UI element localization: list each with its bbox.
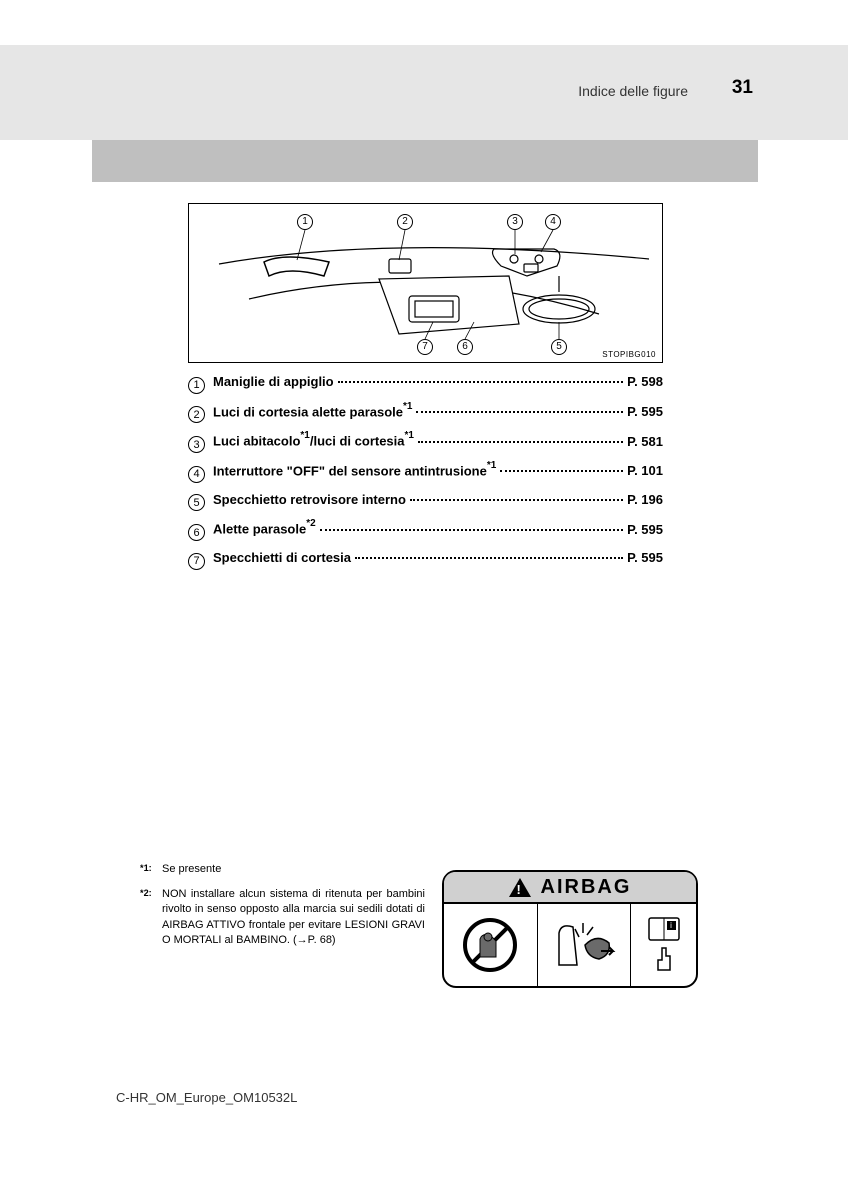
item-number: 4 <box>188 466 205 483</box>
no-rear-facing-icon <box>444 904 538 986</box>
header-bar: Indice delle figure 31 <box>0 45 848 140</box>
item-label: Interruttore "OFF" del sensore antintrus… <box>213 462 496 478</box>
callout-4: 4 <box>545 214 561 230</box>
callout-2: 2 <box>397 214 413 230</box>
item-label: Specchietti di cortesia <box>213 550 351 565</box>
list-item-5: 5 Specchietto retrovisore interno P. 196 <box>188 492 663 510</box>
page-number: 31 <box>732 77 753 99</box>
sub-header-bar <box>92 140 758 182</box>
item-number: 1 <box>188 377 205 394</box>
footnote-mark: *1: <box>140 862 162 881</box>
page-ref: P. 595 <box>627 550 663 565</box>
footnote-2: *2:NON installare alcun sistema di riten… <box>140 887 425 949</box>
manual-reference-icon: i <box>631 904 696 986</box>
leader-dots <box>500 470 623 472</box>
callout-7: 7 <box>417 339 433 355</box>
index-list: 1 Maniglie di appiglio P. 598 2 Luci di cort… <box>188 374 663 579</box>
callout-5: 5 <box>551 339 567 355</box>
item-label: Luci di cortesia alette parasole*1 <box>213 403 412 419</box>
footnote-text: Se presente <box>162 862 221 881</box>
document-code: C-HR_OM_Europe_OM10532L <box>116 1090 297 1105</box>
warning-triangle-icon <box>509 878 531 897</box>
page-ref: P. 196 <box>627 492 663 507</box>
list-item-4: 4 Interruttore "OFF" del sensore antintru… <box>188 462 663 481</box>
page-ref: P. 598 <box>627 374 663 389</box>
callout-6: 6 <box>457 339 473 355</box>
item-number: 5 <box>188 494 205 511</box>
leader-dots <box>416 411 623 413</box>
list-item-6: 6 Alette parasole*2 P. 595 <box>188 520 663 539</box>
leader-dots <box>338 381 623 383</box>
page-ref: P. 595 <box>627 404 663 419</box>
callout-3: 3 <box>507 214 523 230</box>
item-label: Alette parasole*2 <box>213 520 316 536</box>
figure-code: STOPIBG010 <box>602 350 656 359</box>
callout-1: 1 <box>297 214 313 230</box>
airbag-deploy-icon <box>538 904 632 986</box>
leader-dots <box>355 557 623 559</box>
list-item-1: 1 Maniglie di appiglio P. 598 <box>188 374 663 392</box>
airbag-pictograms: i <box>444 904 696 986</box>
footnotes: *1:Se presente*2:NON installare alcun si… <box>140 862 425 955</box>
item-number: 3 <box>188 436 205 453</box>
footnote-1: *1:Se presente <box>140 862 425 881</box>
list-item-2: 2 Luci di cortesia alette parasole*1 P. 59… <box>188 403 663 422</box>
page-ref: P. 595 <box>627 522 663 537</box>
item-label: Maniglie di appiglio <box>213 374 334 389</box>
airbag-warning-label: AIRBAG i <box>442 870 698 988</box>
footnote-mark: *2: <box>140 887 162 949</box>
section-title: Indice delle figure <box>578 83 688 99</box>
item-number: 6 <box>188 524 205 541</box>
item-number: 2 <box>188 406 205 423</box>
leader-dots <box>418 441 623 443</box>
item-label: Specchietto retrovisore interno <box>213 492 406 507</box>
item-number: 7 <box>188 553 205 570</box>
svg-text:i: i <box>670 921 672 930</box>
leader-dots <box>320 529 623 531</box>
list-item-3: 3 Luci abitacolo*1/luci di cortesia*1 P. 5… <box>188 432 663 451</box>
footnote-text: NON installare alcun sistema di ritenuta… <box>162 887 425 949</box>
page-ref: P. 101 <box>627 463 663 478</box>
item-label: Luci abitacolo*1/luci di cortesia*1 <box>213 432 414 448</box>
list-item-7: 7 Specchietti di cortesia P. 595 <box>188 550 663 568</box>
page-ref: P. 581 <box>627 434 663 449</box>
leader-dots <box>410 499 623 501</box>
airbag-title: AIRBAG <box>541 876 632 899</box>
ceiling-diagram: 1 2 3 4 5 6 7 STOPIBG010 <box>188 203 663 363</box>
airbag-header: AIRBAG <box>444 872 696 904</box>
